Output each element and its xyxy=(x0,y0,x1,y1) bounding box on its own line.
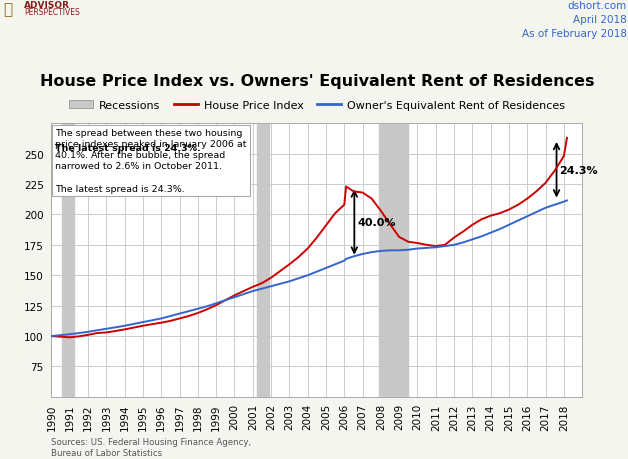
Text: The latest spread is 24.3%.: The latest spread is 24.3%. xyxy=(55,144,201,153)
Text: 24.3%: 24.3% xyxy=(560,166,598,176)
Legend: Recessions, House Price Index, Owner's Equivalent Rent of Residences: Recessions, House Price Index, Owner's E… xyxy=(69,101,565,111)
Text: dshort.com
April 2018
As of February 2018: dshort.com April 2018 As of February 201… xyxy=(522,1,627,39)
Text: The spread between these two housing
price indexes peaked in January 2006 at
40.: The spread between these two housing pri… xyxy=(55,129,247,193)
Bar xyxy=(62,124,74,397)
Text: House Price Index vs. Owners' Equivalent Rent of Residences: House Price Index vs. Owners' Equivalent… xyxy=(40,74,594,89)
Text: Sources: US. Federal Housing Finance Agency,
Bureau of Labor Statistics: Sources: US. Federal Housing Finance Age… xyxy=(51,437,252,457)
Text: ADVISOR: ADVISOR xyxy=(24,1,70,10)
Text: Ⓞ: Ⓞ xyxy=(3,2,13,17)
Bar xyxy=(379,124,408,397)
Text: 40.0%: 40.0% xyxy=(358,218,396,228)
Bar xyxy=(257,124,269,397)
Text: PERSPECTIVES: PERSPECTIVES xyxy=(24,8,80,17)
